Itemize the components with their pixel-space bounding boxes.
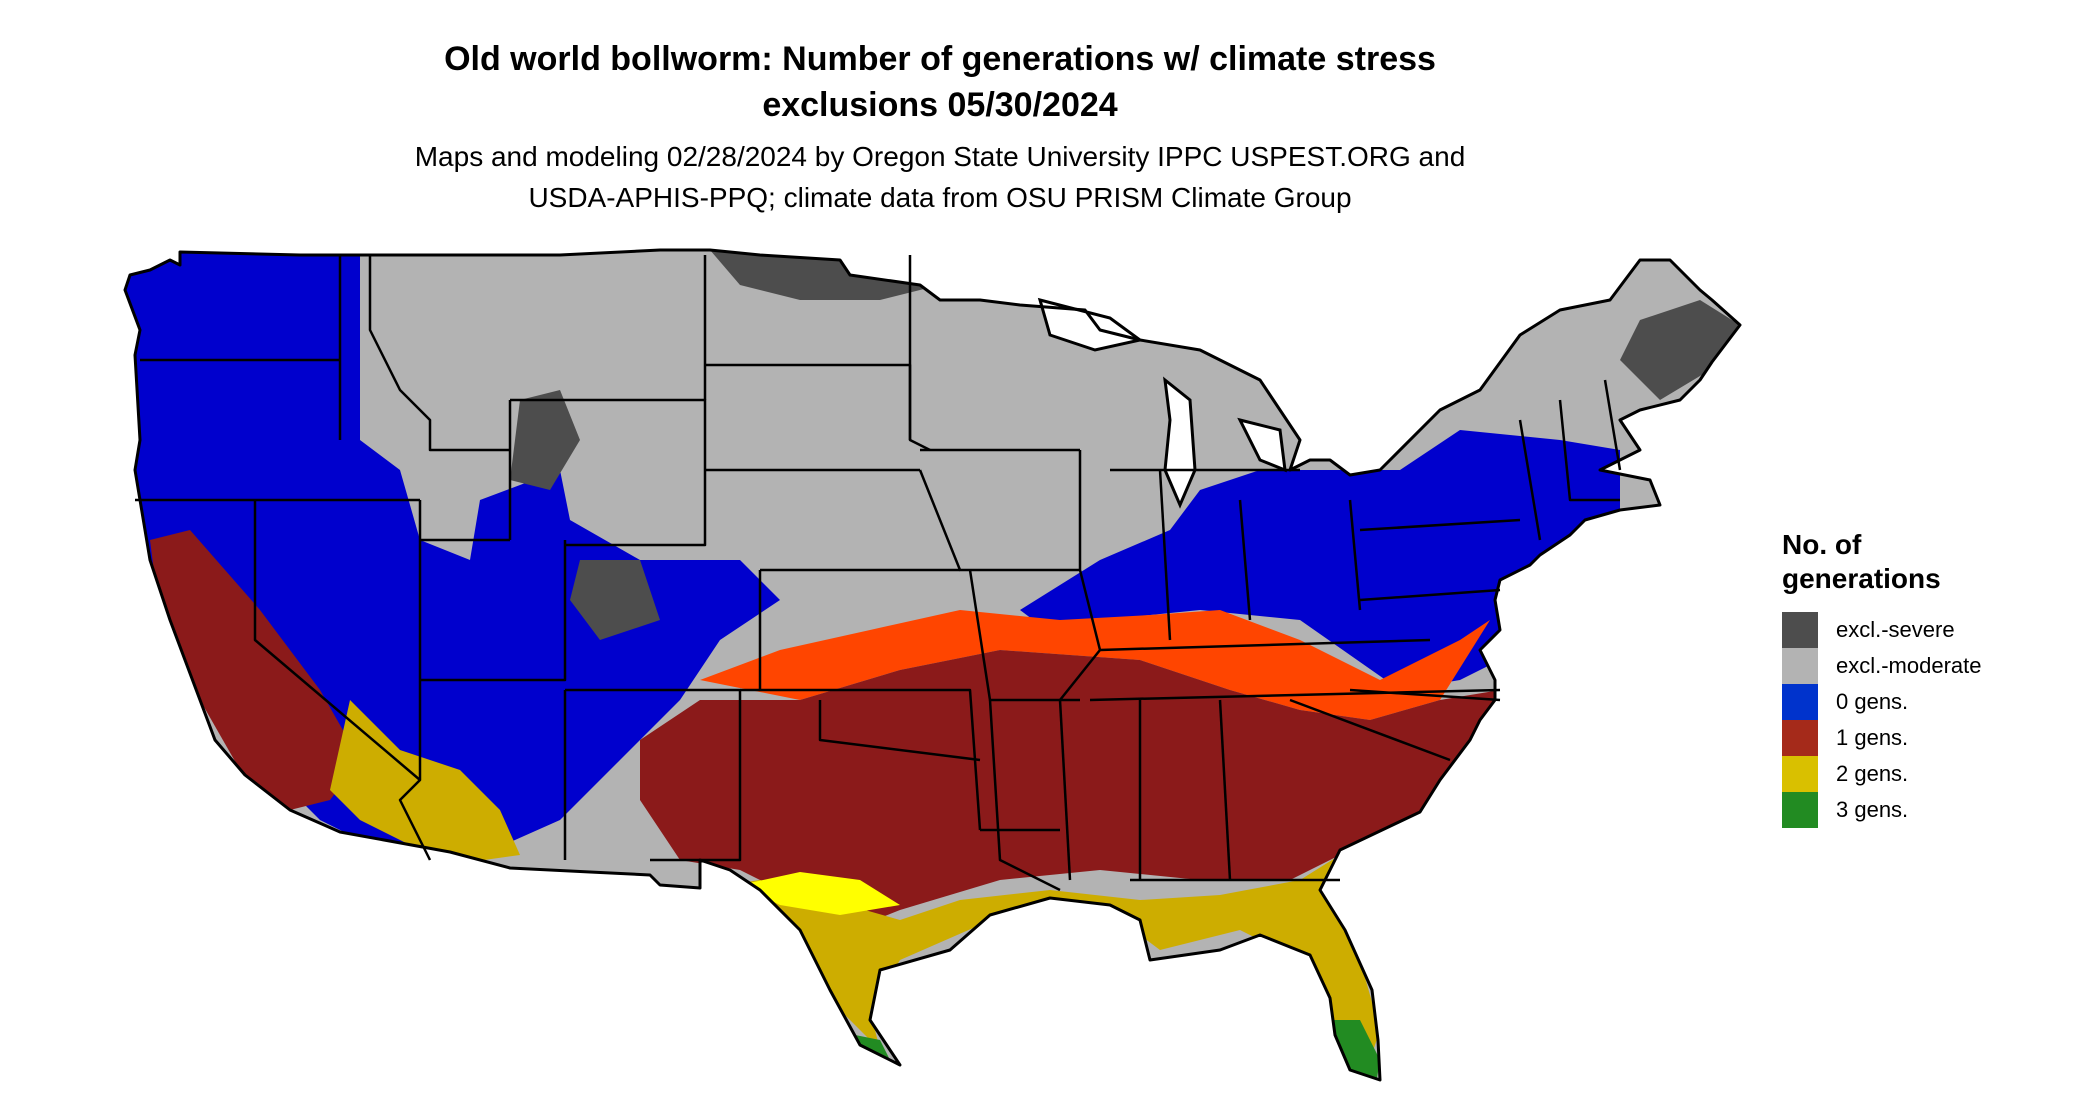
zone-0-gens-east — [1020, 430, 1620, 690]
border-new-england — [1558, 399, 1620, 502]
lake-michigan — [1163, 376, 1197, 509]
legend-swatch — [1782, 792, 1818, 828]
legend-swatch — [1782, 756, 1818, 792]
border-nv-ut-az — [398, 500, 432, 861]
border-pa-ny — [1359, 518, 1521, 532]
legend-item-excl-severe: excl.-severe — [1782, 612, 2082, 648]
legend-item-1-gens: 1 gens. — [1782, 720, 2082, 756]
border-nc-sc — [1349, 688, 1501, 702]
border-tn-ky-north — [1099, 638, 1431, 652]
border-ia-mo — [918, 469, 1080, 572]
legend-label: 3 gens. — [1836, 797, 1909, 822]
border-ny-vt — [1518, 419, 1542, 541]
legend-title: No. of generations — [1782, 529, 1941, 594]
zone-1-gens-south — [640, 650, 1500, 930]
state-borders — [135, 255, 1622, 892]
zone-2-gens-arizona — [330, 700, 520, 862]
lake-superior — [1037, 297, 1144, 352]
legend-item-0-gens: 0 gens. — [1782, 684, 2082, 720]
border-mississippi — [1059, 450, 1102, 701]
legend-item-3-gens: 3 gens. — [1782, 792, 2082, 828]
zone-2-gens-gulf — [690, 855, 1380, 1060]
map-title-line2: exclusions 05/30/2024 — [762, 86, 1118, 124]
border-ms — [1058, 699, 1072, 881]
map-title: Old world bollworm: Number of generation… — [300, 36, 1580, 128]
zone-excl-severe-maine — [1620, 300, 1740, 400]
border-ar-la — [988, 699, 1061, 892]
legend-item-2-gens: 2 gens. — [1782, 756, 2082, 792]
legend-label: 2 gens. — [1836, 761, 1909, 786]
legend-swatch — [1782, 684, 1818, 720]
border-mn-west — [908, 255, 931, 452]
border-wy — [510, 398, 707, 547]
border-tn-south — [1089, 688, 1501, 702]
map-subtitle: Maps and modeling 02/28/2024 by Oregon S… — [300, 136, 1580, 218]
border-pa-md — [1359, 588, 1501, 602]
border-ut-co-az — [420, 540, 567, 682]
border-ok-tx — [818, 700, 981, 762]
map-subtitle-line1: Maps and modeling 02/28/2024 by Oregon S… — [414, 141, 1466, 172]
map-subtitle-line2: USDA-APHIS-PPQ; climate data from OSU PR… — [528, 182, 1352, 213]
zone-excl-severe-wyoming — [510, 390, 580, 490]
zone-1-gens-california — [150, 530, 360, 810]
legend-label: excl.-moderate — [1836, 653, 1982, 678]
map-title-line1: Old world bollworm: Number of generation… — [444, 40, 1436, 78]
legend-swatch — [1782, 720, 1818, 756]
legend-label: 1 gens. — [1836, 725, 1909, 750]
border-in-oh — [1238, 499, 1252, 621]
legend-label: excl.-severe — [1836, 617, 1955, 642]
border-al-ga — [1218, 699, 1232, 881]
zone-excl-severe-colorado — [570, 560, 660, 640]
legend-item-excl-moderate: excl.-moderate — [1782, 648, 2082, 684]
border-il-in — [1158, 469, 1172, 641]
border-ca-nv — [253, 500, 421, 781]
legend: No. of generations excl.-severe excl.-mo… — [1782, 528, 2082, 828]
zone-2-gens-highlight — [740, 872, 900, 915]
border-ks-ok — [740, 688, 982, 831]
zone-transition — [700, 610, 1490, 720]
border-nm — [565, 688, 742, 862]
border-oh-pa — [1348, 499, 1362, 611]
us-outline — [123, 248, 1742, 1082]
border-ga-sc — [1289, 698, 1451, 762]
legend-label: 0 gens. — [1836, 689, 1909, 714]
border-id-mt — [368, 255, 510, 452]
legend-swatch — [1782, 648, 1818, 684]
legend-swatch — [1782, 612, 1818, 648]
border-nh-me — [1603, 379, 1622, 471]
